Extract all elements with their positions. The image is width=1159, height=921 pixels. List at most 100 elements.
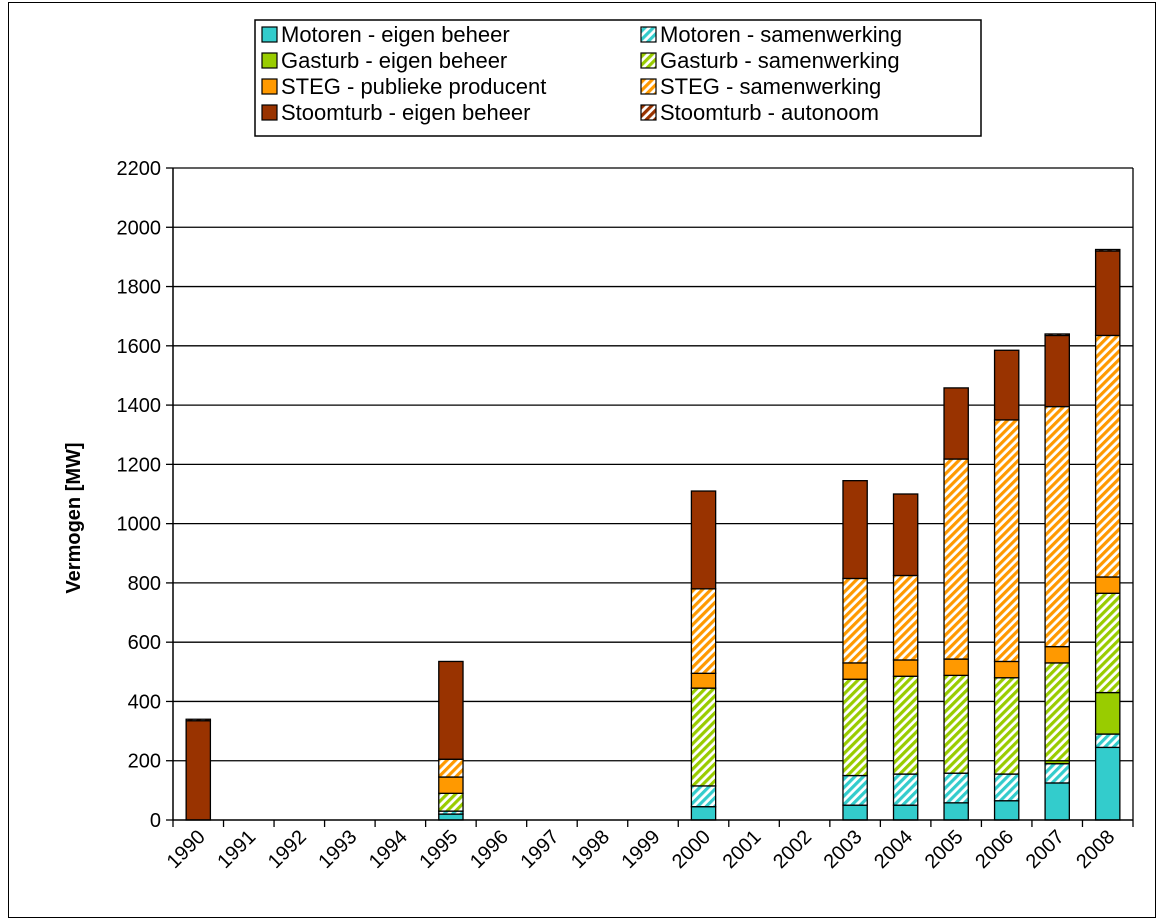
- x-tick-label: 2002: [769, 826, 816, 873]
- legend-swatch: [640, 26, 657, 43]
- x-tick-label: 2008: [1072, 826, 1119, 873]
- x-tick-label: 1993: [314, 826, 361, 873]
- y-tick-label: 1000: [117, 514, 162, 536]
- x-tick-label: 1992: [264, 826, 311, 873]
- bar-segment: [892, 773, 919, 806]
- bar-segment: [892, 574, 919, 661]
- x-tick-label: 2006: [971, 826, 1018, 873]
- x-tick-labels: 1990 1991 1992 1993 1994 1995 1996 1997 1998 1999…: [163, 826, 1119, 873]
- bar-segment: [690, 785, 717, 808]
- bars: [185, 248, 1121, 821]
- x-tick-label: 1990: [163, 826, 210, 873]
- bar-segment: [943, 658, 969, 677]
- y-tick-label: 1800: [117, 277, 162, 299]
- legend-label: Stoomturb - eigen beheer: [281, 100, 531, 125]
- y-tick-label: 1600: [117, 336, 162, 358]
- legend-swatch: [640, 78, 657, 95]
- legend-swatch: [261, 104, 278, 121]
- bar-segment: [1094, 691, 1121, 735]
- legend-swatch: [261, 26, 278, 43]
- y-tick-label: 400: [128, 691, 161, 713]
- bar-segment: [943, 674, 969, 774]
- bar-segment: [892, 659, 919, 677]
- legend: Motoren - eigen beheer Motoren - samenwer…: [261, 22, 902, 125]
- bar-segment: [185, 718, 212, 722]
- y-tick-label: 1400: [117, 395, 162, 417]
- bar-segment: [943, 387, 969, 460]
- x-tick-label: 2001: [719, 826, 766, 873]
- x-tick-label: 1998: [567, 826, 614, 873]
- bar-segment: [993, 677, 1020, 775]
- bar-segment: [892, 493, 919, 577]
- bar-segment: [438, 776, 464, 794]
- bar-segment: [185, 720, 212, 821]
- y-axis-label: Vermogen [MW]: [63, 442, 85, 593]
- bar-segment: [1094, 733, 1121, 749]
- bar-segment: [892, 804, 919, 821]
- bar-segment: [993, 349, 1020, 421]
- legend-label: Gasturb - samenwerking: [660, 48, 900, 73]
- bar-segment: [842, 662, 868, 680]
- axes: [166, 167, 1134, 827]
- legend-box: [254, 19, 982, 137]
- bar-segment: [943, 458, 969, 660]
- bar-segment: [690, 490, 717, 590]
- x-tick-label: 2003: [820, 826, 867, 873]
- bar-segment: [892, 675, 919, 775]
- bar-segment: [690, 806, 717, 821]
- x-tick-label: 1999: [618, 826, 665, 873]
- bar-segment: [993, 419, 1020, 663]
- legend-label: STEG - publieke producent: [281, 74, 546, 99]
- x-tick-label: 1996: [466, 826, 513, 873]
- x-tick-label: 1991: [213, 826, 260, 873]
- bar-segment: [690, 672, 717, 689]
- bar-segment: [1044, 662, 1070, 762]
- bar-segment: [438, 758, 464, 778]
- y-tick-label: 600: [128, 632, 161, 654]
- bar-segment: [993, 773, 1020, 802]
- bar-segment: [993, 800, 1020, 821]
- bar-segment: [438, 813, 464, 821]
- legend-label: Gasturb - eigen beheer: [281, 48, 507, 73]
- y-tick-label: 2200: [117, 158, 162, 180]
- y-tick-label: 0: [150, 810, 161, 832]
- x-tick-label: 2000: [668, 826, 715, 873]
- bar-segment: [1094, 592, 1121, 694]
- legend-swatch: [261, 78, 278, 95]
- x-tick-label: 1997: [516, 826, 563, 873]
- y-tick-label: 200: [128, 751, 161, 773]
- bar-segment: [943, 772, 969, 804]
- bar-segment: [1094, 250, 1121, 337]
- legend-label: STEG - samenwerking: [660, 74, 881, 99]
- y-tick-label: 2000: [117, 217, 162, 239]
- bar-segment: [1044, 334, 1070, 408]
- bar-segment: [993, 660, 1020, 679]
- y-tick-label: 1200: [117, 454, 162, 476]
- y-tick-labels: 0 200 400 600 800 1000 1200 1400 1600 1800 2000 220…: [117, 158, 162, 832]
- bar-segment: [1094, 334, 1121, 578]
- bar-segment: [842, 480, 868, 580]
- bar-segment: [1094, 746, 1121, 821]
- bar-segment: [1044, 782, 1070, 821]
- bar-segment: [438, 792, 464, 812]
- gridlines: [173, 167, 1133, 762]
- x-tick-label: 1995: [415, 826, 462, 873]
- bar-segment: [842, 804, 868, 821]
- bar-segment: [690, 588, 717, 674]
- x-tick-label: 1994: [365, 826, 412, 873]
- legend-swatch: [640, 104, 657, 121]
- bar-segment: [842, 678, 868, 777]
- x-tick-label: 2004: [870, 826, 917, 873]
- bar-segment: [1094, 248, 1121, 252]
- legend-label: Motoren - eigen beheer: [281, 22, 510, 47]
- legend-label: Motoren - samenwerking: [660, 22, 902, 47]
- bar-segment: [842, 774, 868, 806]
- bar-segment: [943, 802, 969, 821]
- bar-segment: [690, 687, 717, 787]
- legend-swatch: [261, 52, 278, 69]
- bar-segment: [1044, 763, 1070, 784]
- x-tick-label: 2007: [1022, 826, 1069, 873]
- bar-segment: [1044, 405, 1070, 648]
- legend-label: Stoomturb - autonoom: [660, 100, 879, 125]
